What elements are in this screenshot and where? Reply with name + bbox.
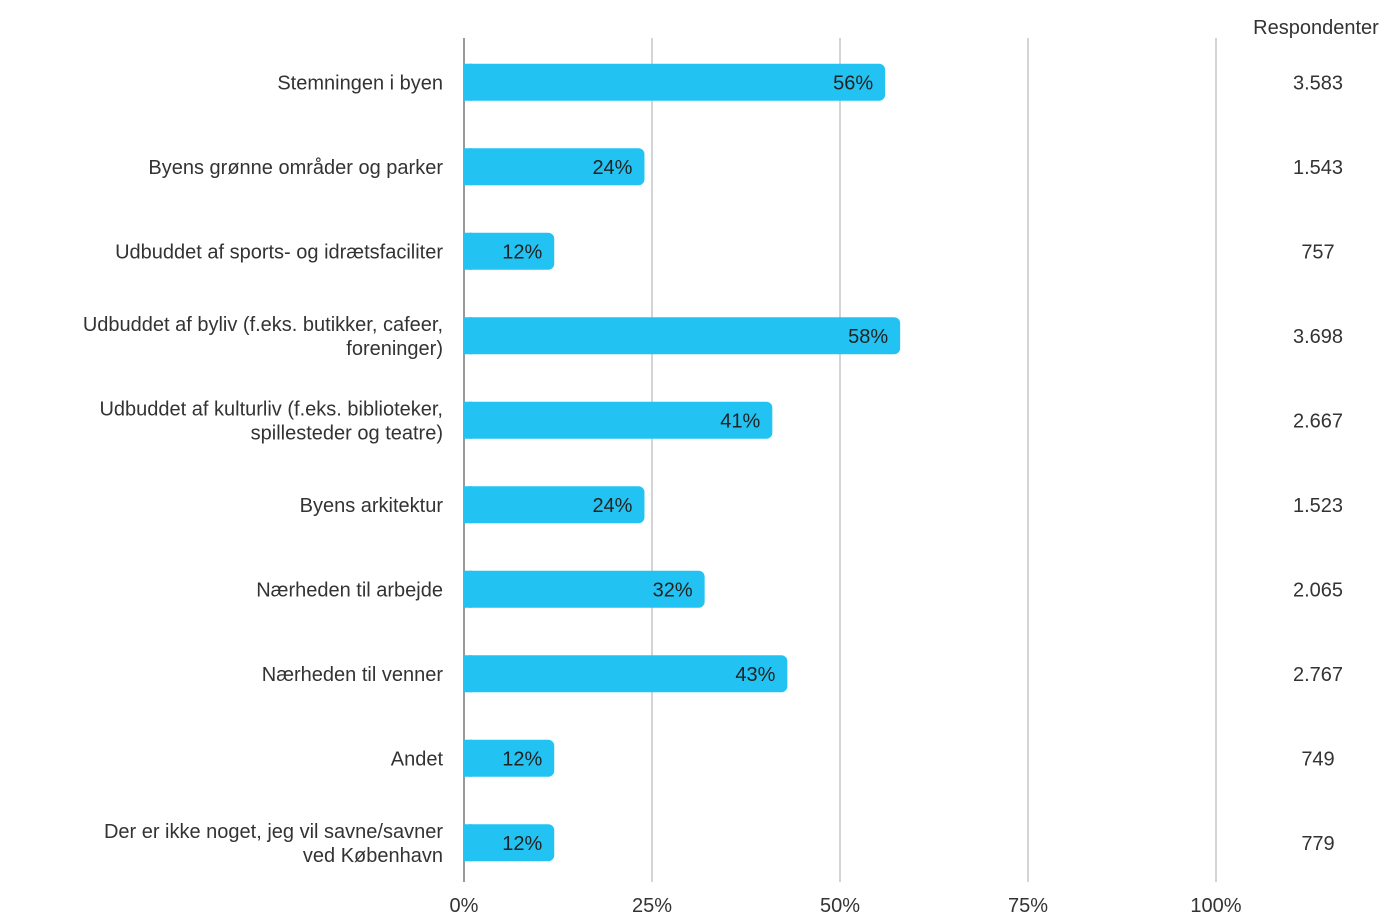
category-label: Der er ikke noget, jeg vil savne/savner: [104, 821, 443, 843]
respondents-count: 1.523: [1293, 495, 1343, 517]
respondents-count: 3.583: [1293, 72, 1343, 94]
category-label: Nærheden til arbejde: [256, 579, 443, 601]
bar: [464, 824, 555, 862]
x-axis-ticks: 0% 25% 50% 75% 100%: [450, 895, 1242, 917]
category-label: Stemningen i byen: [277, 72, 443, 94]
respondents-count: 2.667: [1293, 410, 1343, 432]
x-tick-label: 75%: [1008, 895, 1048, 917]
bar: [464, 401, 773, 439]
value-label: 24%: [592, 495, 632, 517]
respondents-column: Respondenter 3.583 1.543 757 3.698 2.667 1.52…: [1253, 17, 1379, 855]
value-label: 43%: [735, 664, 775, 686]
category-label: Andet: [391, 748, 444, 770]
value-label: 12%: [502, 748, 542, 770]
bar-left-edge: [464, 655, 472, 693]
bar: [464, 486, 645, 524]
value-label: 58%: [848, 326, 888, 348]
x-tick-label: 100%: [1190, 895, 1241, 917]
bar-left-edge: [464, 317, 472, 355]
bar: [464, 63, 886, 101]
bar-left-edge: [464, 570, 472, 608]
category-labels: Stemningen i byen Byens grønne områder og…: [83, 72, 444, 867]
value-label: 41%: [720, 410, 760, 432]
category-label: Udbuddet af byliv (f.eks. butikker, cafe…: [83, 314, 443, 336]
bar: [464, 655, 788, 693]
respondents-count: 3.698: [1293, 326, 1343, 348]
bar: [464, 148, 645, 186]
bar-left-edge: [464, 63, 472, 101]
respondents-count: 757: [1301, 241, 1334, 263]
bar-left-edge: [464, 739, 472, 777]
respondents-count: 749: [1301, 748, 1334, 770]
respondents-count: 2.065: [1293, 579, 1343, 601]
bars: [464, 63, 901, 862]
bar-left-edge: [464, 232, 472, 270]
category-label: Nærheden til venner: [262, 664, 444, 686]
value-label: 24%: [592, 157, 632, 179]
category-label: foreninger): [346, 338, 443, 360]
x-tick-label: 0%: [450, 895, 479, 917]
bar: [464, 232, 555, 270]
respondents-count: 779: [1301, 833, 1334, 855]
category-label: spillesteder og teatre): [251, 422, 443, 444]
bar-left-edge: [464, 401, 472, 439]
x-tick-label: 25%: [632, 895, 672, 917]
value-label: 56%: [833, 72, 873, 94]
bar: [464, 317, 901, 355]
respondents-count: 1.543: [1293, 157, 1343, 179]
respondents-count: 2.767: [1293, 664, 1343, 686]
category-label: Udbuddet af sports- og idrætsfaciliter: [115, 241, 443, 263]
bar-left-edge: [464, 148, 472, 186]
value-label: 12%: [502, 833, 542, 855]
value-label: 12%: [502, 241, 542, 263]
bar-left-edge: [464, 486, 472, 524]
category-label: Udbuddet af kulturliv (f.eks. biblioteke…: [99, 398, 443, 420]
value-label: 32%: [653, 579, 693, 601]
bar: [464, 739, 555, 777]
bar-left-edge: [464, 824, 472, 862]
bar: [464, 570, 705, 608]
category-label: Byens grønne områder og parker: [148, 157, 443, 179]
respondents-header: Respondenter: [1253, 17, 1379, 39]
category-label: ved København: [303, 845, 443, 867]
category-label: Byens arkitektur: [300, 495, 444, 517]
value-labels: 56% 24% 12% 58% 41% 24% 32% 43% 12% 12%: [502, 72, 888, 855]
x-tick-label: 50%: [820, 895, 860, 917]
